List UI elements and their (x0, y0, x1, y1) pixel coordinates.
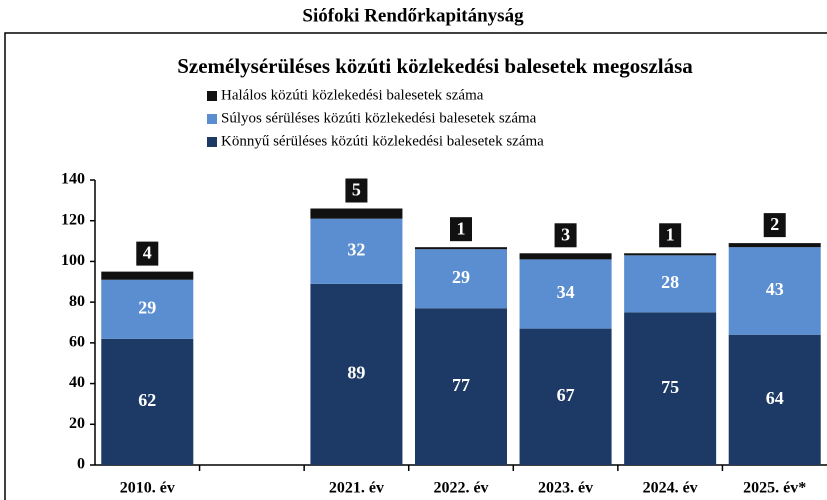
bar-segment (310, 208, 403, 219)
data-label: 28 (661, 272, 679, 292)
legend-swatch (207, 114, 217, 124)
bar-segment (519, 259, 612, 329)
bar-segment (624, 312, 717, 465)
x-tick-label: 2023. év (538, 480, 593, 497)
bar-segment (101, 279, 194, 339)
data-label: 62 (138, 390, 156, 410)
bar-segment (101, 338, 194, 465)
y-tick-label: 80 (69, 293, 85, 310)
x-tick-label: 2021. év (329, 480, 384, 497)
data-label: 34 (557, 282, 575, 302)
bar-segment (519, 328, 612, 465)
label-box (554, 223, 577, 248)
bar-segment (414, 308, 508, 465)
frame (4, 32, 827, 500)
data-label: 64 (766, 388, 784, 408)
bar-segment (101, 271, 194, 280)
data-label: 67 (557, 385, 575, 405)
data-label: 32 (347, 239, 365, 259)
label-box (136, 241, 159, 266)
label-box (345, 178, 368, 203)
chart-title: Személysérüléses közúti közlekedési bale… (177, 54, 693, 78)
x-tick-label: 2024. év (643, 480, 698, 497)
bar-segment (624, 253, 717, 256)
bar-segment (310, 218, 403, 284)
y-tick-label: 120 (61, 211, 85, 228)
label-box (763, 213, 786, 238)
y-tick-label: 40 (69, 374, 85, 391)
bar-segment (310, 283, 403, 465)
header: Siófoki Rendőrkapitányság (302, 5, 524, 26)
y-tick-label: 60 (69, 334, 85, 351)
legend-swatch (207, 137, 217, 147)
bar-segment (519, 253, 612, 260)
x-tick-label: 2022. év (433, 480, 488, 497)
data-label: 2 (770, 214, 779, 234)
label-box (659, 223, 682, 248)
data-label: 3 (561, 224, 570, 244)
data-label: 89 (347, 363, 365, 383)
y-tick-label: 0 (77, 456, 85, 473)
data-label: 75 (661, 377, 679, 397)
bar-segment (414, 247, 508, 250)
data-label: 29 (452, 267, 470, 287)
data-label: 77 (452, 375, 470, 395)
data-label: 43 (766, 279, 784, 299)
data-label: 29 (138, 297, 156, 317)
legend-label: Halálos közúti közlekedési balesetek szá… (221, 87, 484, 103)
data-label: 4 (143, 243, 152, 263)
bar-segment (728, 247, 821, 335)
legend-label: Könnyű sérüléses közúti közlekedési bale… (221, 133, 544, 149)
data-label: 1 (666, 224, 675, 244)
bar-segment (728, 334, 821, 465)
bar-segment (624, 255, 717, 313)
y-tick-label: 140 (61, 171, 85, 188)
y-tick-label: 100 (61, 252, 85, 269)
label-box (450, 217, 472, 242)
y-tick-label: 20 (69, 415, 85, 432)
legend-label: Súlyos sérüléses közúti közlekedési bale… (221, 110, 537, 126)
data-label: 5 (352, 180, 361, 200)
x-tick-label: 2010. év (120, 480, 175, 497)
data-label: 1 (457, 218, 466, 238)
bar-segment (414, 249, 508, 309)
legend-swatch (207, 91, 217, 101)
bar-segment (728, 243, 821, 248)
x-tick-label: 2025. év* (743, 480, 806, 497)
